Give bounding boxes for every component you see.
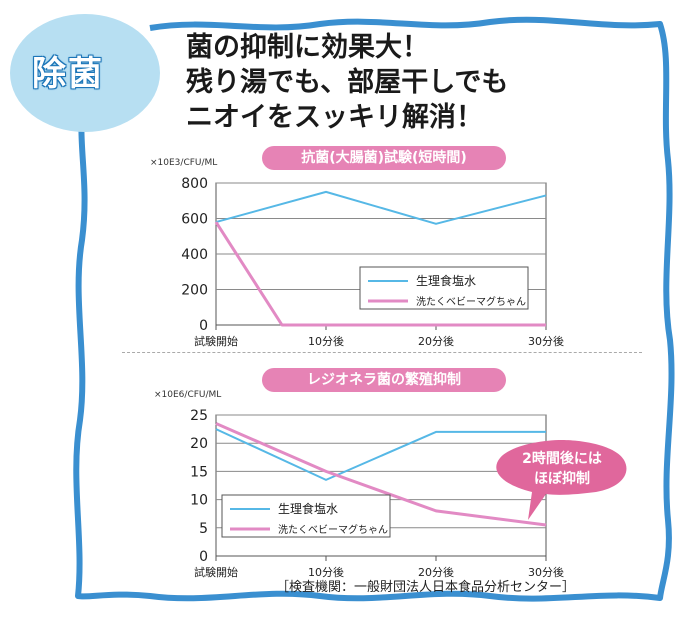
headline-line-1: 菌の抑制に効果大！: [186, 32, 429, 63]
frame-border: [73, 16, 675, 602]
chart2-title: レジオネラ菌の繁殖抑制: [262, 368, 506, 392]
chart1-unit-label: ×10E3/CFU/ML: [150, 158, 218, 168]
headline: 菌の抑制に効果大！ 残り湯でも、部屋干しでも ニオイをスッキリ解消！: [186, 30, 606, 135]
chart1-title: 抗菌(大腸菌)試験(短時間): [262, 146, 506, 170]
badge-label: 除菌: [32, 54, 104, 94]
category-badge: [10, 14, 160, 132]
headline-line-3: ニオイをスッキリ解消！: [186, 102, 483, 133]
section-divider: [122, 352, 642, 353]
chart2-unit-label: ×10E6/CFU/ML: [154, 390, 222, 400]
inspection-agency: ［検査機関：一般財団法人日本食品分析センター］: [276, 580, 576, 595]
headline-line-2: 残り湯でも、部屋干しでも: [186, 67, 509, 98]
